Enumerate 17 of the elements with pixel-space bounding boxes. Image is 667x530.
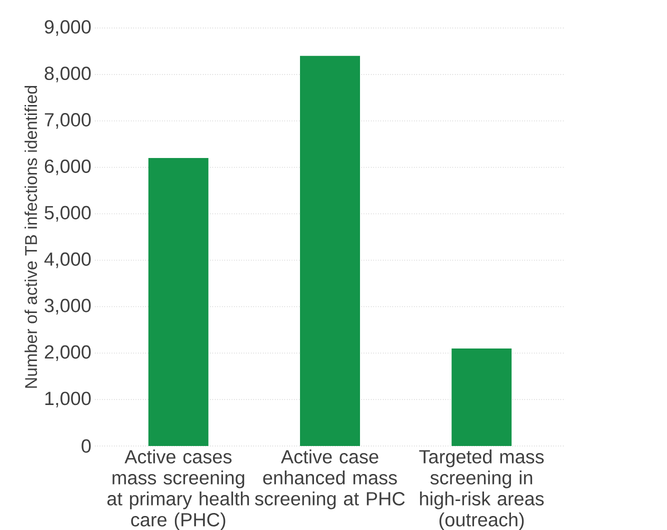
y-tick-label: 0 [82,439,91,453]
y-tick-label: 7,000 [44,113,91,129]
bar [452,348,512,446]
y-tick-label: 8,000 [44,66,91,82]
y-tick-label: 4,000 [44,252,91,268]
y-tick-label: 6,000 [44,159,91,176]
y-tick-label: 2,000 [44,345,91,361]
y-tick-label: 9,000 [44,20,91,36]
y-tick-label: 3,000 [44,298,91,315]
x-tick-label: Targeted mass screening in high-risk areas (outreach) [419,450,544,530]
x-tick-label: Active cases mass screening at primary health care (PHC) [107,450,249,530]
x-tick-label: Active case enhanced mass screening at PHC [255,450,405,510]
y-axis-title: Number of active TB infections identified [24,86,38,388]
y-tick-label: 5,000 [44,206,91,222]
y-tick-label: 1,000 [45,392,91,408]
bar [300,56,360,446]
bar [148,158,208,446]
